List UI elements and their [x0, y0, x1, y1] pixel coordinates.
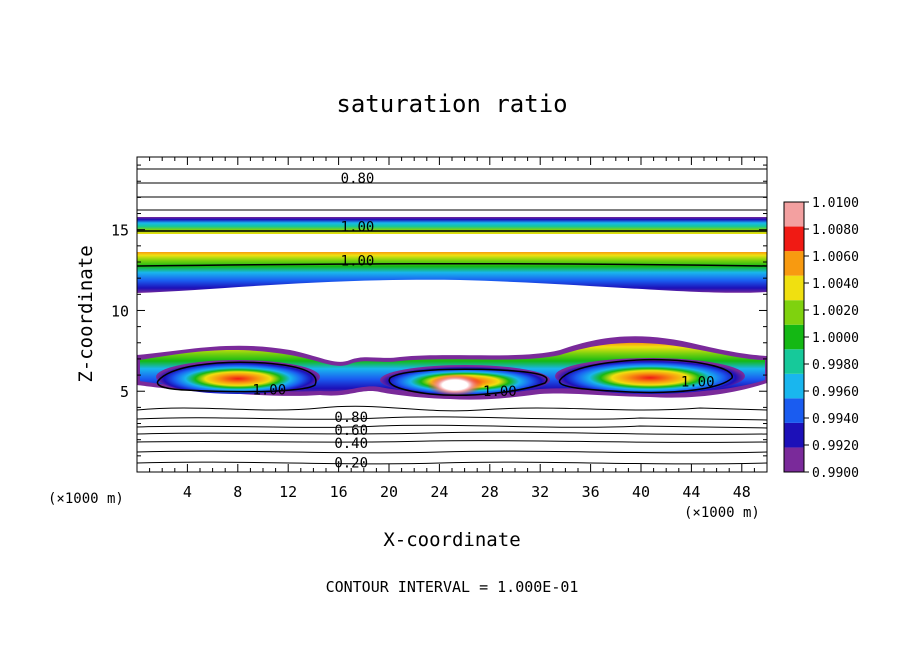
contour-labels: 0.801.001.001.00 1.001.000.800.600.400.20: [252, 171, 715, 471]
upper-saturation-band: [137, 217, 767, 234]
x-tick-label: 16: [330, 483, 348, 501]
colorbar-tick-label: 0.9960: [812, 385, 859, 400]
x-tick-label: 48: [733, 483, 751, 501]
y-axis-label: Z-coordinate: [75, 245, 97, 382]
contour-label: 1.00: [341, 253, 375, 269]
y-tick-label: 10: [111, 302, 129, 320]
colorbar-tick-label: 1.0100: [812, 196, 859, 211]
contour-label: 1.00: [681, 375, 715, 391]
colorbar-segment: [784, 251, 804, 276]
contour-line-low-3: [137, 424, 767, 429]
x-unit-right: (×1000 m): [684, 505, 760, 521]
cloud-cell-right: [555, 358, 745, 394]
contour-line-cell-right: [558, 358, 733, 394]
x-tick-label: 32: [531, 483, 549, 501]
supersaturation-maximum: [427, 374, 483, 396]
contour-interval-footer: CONTOUR INTERVAL = 1.000E-01: [326, 578, 579, 596]
contour-line-low-4: [137, 431, 767, 435]
colorbar-tick-label: 1.0000: [812, 331, 859, 346]
contour-line-low-7: [137, 461, 767, 465]
colorbar-segment: [784, 349, 804, 374]
colorbar-tick-label: 1.0080: [812, 223, 859, 238]
x-tick-label: 8: [233, 483, 242, 501]
x-axis-label: X-coordinate: [383, 529, 520, 551]
contour-label: 0.80: [334, 410, 368, 426]
x-tick-label: 20: [380, 483, 398, 501]
contour-line-low-1: [137, 405, 767, 412]
x-tick-label: 36: [582, 483, 600, 501]
colorbar-segment: [784, 300, 804, 325]
colorbar-segment: [784, 447, 804, 472]
contour-line-low-6: [137, 450, 767, 454]
x-tick-label: 44: [682, 483, 700, 501]
contour-line-low-5: [137, 440, 767, 443]
chart-title: saturation ratio: [336, 90, 567, 118]
y-tick-label: 15: [111, 222, 129, 240]
contour-label: 0.60: [334, 423, 368, 439]
y-tick-label: 5: [120, 383, 129, 401]
x-tick-label: 24: [430, 483, 448, 501]
contour-line-middle-1.00: [137, 262, 767, 267]
contour-label: 1.00: [483, 384, 517, 400]
x-tick-label: 40: [632, 483, 650, 501]
colorbar-tick-label: 1.0020: [812, 304, 859, 319]
colorbar-tick-label: 1.0040: [812, 277, 859, 292]
colorbar-segment: [784, 202, 804, 227]
colorbar-segment: [784, 373, 804, 399]
y-axis: 5 10 15: [111, 164, 767, 457]
colorbar: 0.9900 0.9920 0.9940 0.9960 0.9980 1.0000 1.00…: [783, 196, 859, 481]
colorbar-tick-label: 0.9900: [812, 466, 859, 481]
middle-saturation-band: [137, 252, 767, 293]
colorbar-segment: [784, 324, 804, 350]
colorbar-tick-label: 0.9980: [812, 358, 859, 373]
colorbar-tick-label: 0.9940: [812, 412, 859, 427]
plot-area: 0.801.001.001.00 1.001.000.800.600.400.20: [137, 168, 767, 471]
contour-line-cell-left: [156, 361, 317, 393]
x-unit-left: (×1000 m): [48, 491, 124, 507]
x-tick-label: 12: [279, 483, 297, 501]
contour-line-low-2: [137, 416, 767, 421]
contour-line-cell-center: [388, 368, 548, 396]
colorbar-segment: [784, 398, 804, 423]
x-tick-label: 28: [481, 483, 499, 501]
x-tick-label: 4: [183, 483, 192, 501]
colorbar-tick-label: 1.0060: [812, 250, 859, 265]
cloud-cell-left: [156, 360, 320, 394]
contour-label: 0.40: [334, 436, 368, 452]
contour-label: 0.20: [334, 455, 368, 471]
contour-label: 1.00: [252, 383, 286, 399]
colorbar-segment: [784, 226, 804, 252]
x-axis: 4 8 12 16 20 24 28 32 36 40 44 48: [149, 157, 755, 501]
plot-frame: [136, 156, 768, 473]
contour-label: 0.80: [341, 171, 375, 187]
contour-lines: [137, 168, 767, 465]
colorbar-tick-label: 0.9920: [812, 439, 859, 454]
colorbar-segment: [784, 422, 804, 448]
colorbar-segment: [784, 275, 804, 301]
contour-label: 1.00: [341, 219, 375, 235]
